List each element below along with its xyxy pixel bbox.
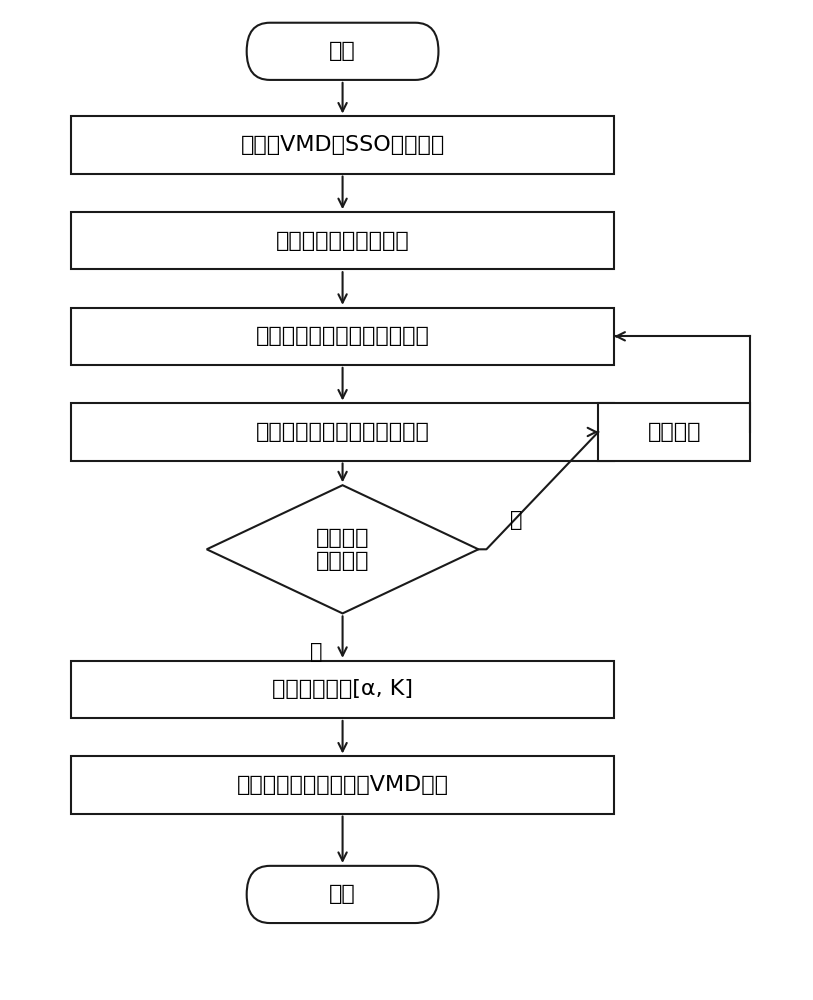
FancyBboxPatch shape	[246, 866, 438, 923]
FancyBboxPatch shape	[246, 23, 438, 80]
Text: 初始化种群规模及位置: 初始化种群规模及位置	[276, 231, 410, 251]
Text: 更新群体: 更新群体	[647, 422, 701, 442]
Text: 利用最优参对信号进行VMD分解: 利用最优参对信号进行VMD分解	[237, 775, 449, 795]
Text: 否: 否	[511, 510, 523, 530]
Bar	[71, 661, 615, 718]
Polygon shape	[207, 485, 478, 613]
Text: 是: 是	[310, 642, 323, 662]
Text: 结束: 结束	[329, 884, 356, 904]
Bar	[71, 756, 615, 814]
Text: 开始: 开始	[329, 41, 356, 61]
Bar	[598, 403, 750, 461]
Text: 满足迭代
终止条件: 满足迭代 终止条件	[315, 528, 369, 571]
Bar	[71, 308, 615, 365]
Text: 初始化VMD和SSO算法参数: 初始化VMD和SSO算法参数	[241, 135, 445, 155]
Text: 计算出樽海鞘个体的适应度值: 计算出樽海鞘个体的适应度值	[255, 326, 429, 346]
Bar	[71, 403, 615, 461]
Text: 选出食物、领导者以及追随者: 选出食物、领导者以及追随者	[255, 422, 429, 442]
Text: 输出食物坐标[α, K]: 输出食物坐标[α, K]	[272, 679, 413, 699]
Bar	[71, 212, 615, 269]
Bar	[71, 116, 615, 174]
